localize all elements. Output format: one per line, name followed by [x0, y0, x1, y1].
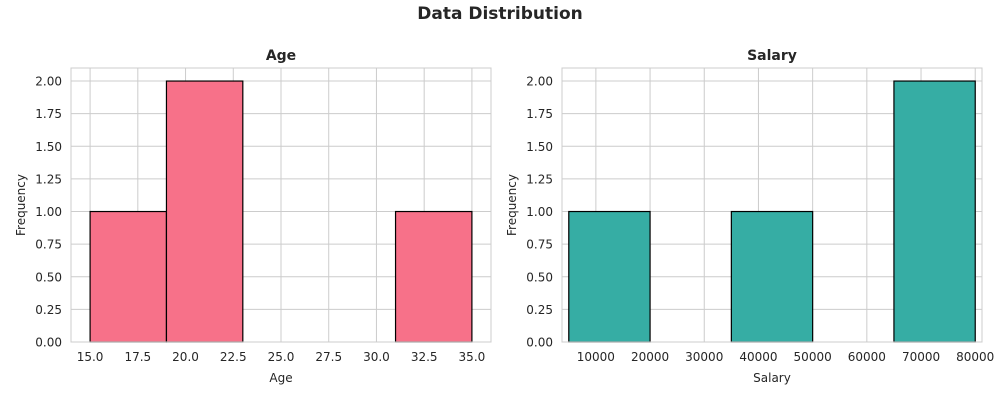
histogram-bar: [568, 210, 651, 343]
y-tick-label: 0.75: [526, 238, 553, 252]
x-axis-label: Salary: [753, 371, 791, 385]
subplot-title: Salary: [747, 48, 797, 64]
y-tick-label: 1.00: [35, 205, 62, 219]
y-tick-label: 0.50: [526, 270, 553, 284]
histogram-bar: [89, 210, 168, 343]
x-tick-label: 70000: [902, 350, 940, 364]
x-tick-label: 17.5: [124, 350, 151, 364]
y-tick-label: 1.75: [526, 107, 553, 121]
histogram-bar: [394, 210, 473, 343]
y-tick-label: 0.75: [35, 238, 62, 252]
axes-frame: [70, 67, 492, 343]
x-axis-label: Age: [269, 371, 292, 385]
x-tick-label: 22.5: [220, 350, 247, 364]
x-tick-label: 25.0: [268, 350, 295, 364]
y-tick-label: 1.50: [35, 140, 62, 154]
y-tick-label: 1.00: [526, 205, 553, 219]
y-tick-label: 0.50: [35, 270, 62, 284]
axes-frame: [561, 67, 983, 343]
y-tick-label: 1.75: [35, 107, 62, 121]
x-tick-label: 27.5: [315, 350, 342, 364]
histogram-bar: [165, 80, 244, 343]
x-tick-label: 30.0: [363, 350, 390, 364]
y-tick-label: 0.25: [526, 303, 553, 317]
subplot-1: 15.0 17.5 20.0 22.5 25.0 27.5 30.0 32.5 35.0 0.00…: [14, 48, 492, 385]
histogram-bar: [730, 210, 814, 343]
y-tick-label: 1.25: [526, 172, 553, 186]
y-tick-label: 0.00: [35, 336, 62, 350]
x-tick-label: 80000: [956, 350, 994, 364]
y-tick-label: 2.00: [35, 75, 62, 89]
subplot-title: Age: [266, 48, 296, 64]
x-tick-label: 32.5: [411, 350, 438, 364]
x-tick-label: 60000: [848, 350, 886, 364]
y-tick-label: 0.00: [526, 336, 553, 350]
x-tick-label: 10000: [577, 350, 615, 364]
x-tick-label: 20.0: [172, 350, 199, 364]
y-tick-label: 2.00: [526, 75, 553, 89]
y-tick-label: 0.25: [35, 303, 62, 317]
histogram-bar: [893, 80, 976, 343]
x-tick-label: 50000: [794, 350, 832, 364]
subplot-2: 10000 20000 30000 40000 50000 60000 70000 80000…: [505, 48, 994, 385]
y-axis-label: Frequency: [14, 174, 28, 236]
y-axis-label: Frequency: [505, 174, 519, 236]
x-tick-label: 30000: [685, 350, 723, 364]
x-tick-label: 40000: [739, 350, 777, 364]
y-tick-label: 1.50: [526, 140, 553, 154]
x-tick-label: 15.0: [77, 350, 104, 364]
x-tick-label: 35.0: [459, 350, 486, 364]
figure-title: Data Distribution: [417, 4, 583, 24]
x-tick-label: 20000: [631, 350, 669, 364]
y-tick-label: 1.25: [35, 172, 62, 186]
